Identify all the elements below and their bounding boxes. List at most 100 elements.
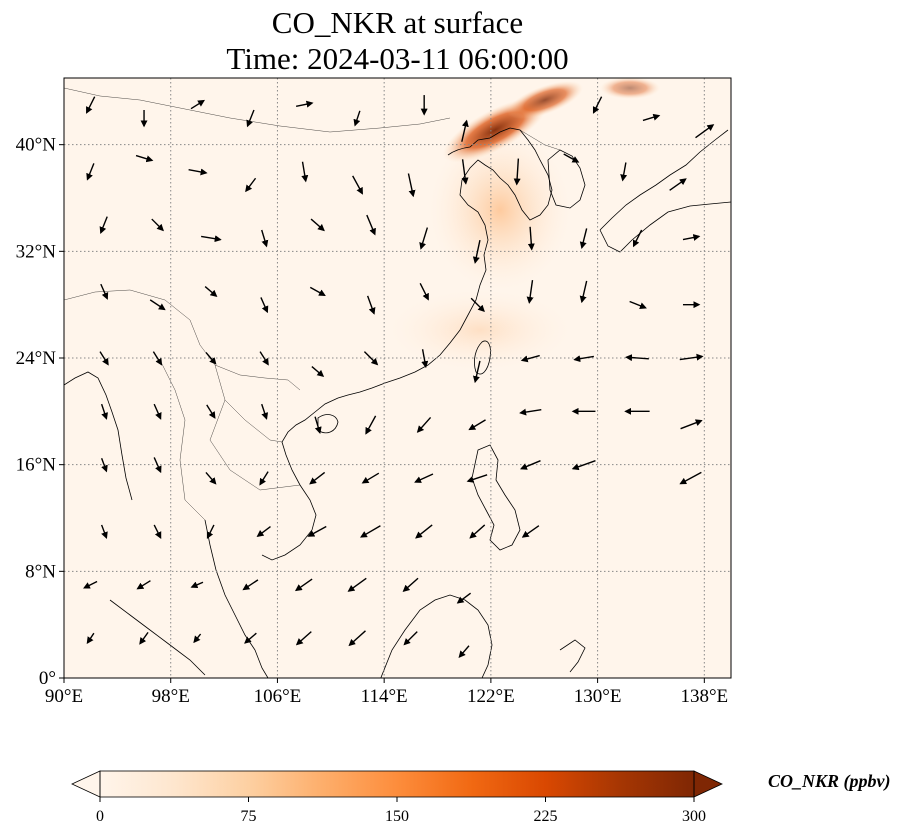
wind-arrow: [363, 351, 379, 366]
wind-arrow: [301, 161, 309, 183]
wind-arrow: [419, 283, 429, 301]
wind-arrow: [513, 158, 521, 186]
wind-arrow: [366, 295, 376, 315]
wind-arrow: [527, 226, 535, 251]
coastline-sulawesi: [559, 639, 586, 673]
coastline-korea: [547, 149, 586, 209]
wind-arrow: [352, 175, 363, 195]
wind-arrow: [83, 580, 98, 589]
lat-tick-label: 40°N: [16, 135, 57, 156]
wind-arrow: [309, 286, 326, 297]
colorbar-title: CO_NKR (ppbv): [768, 771, 891, 791]
lat-tick-label: 8°N: [25, 561, 56, 582]
wind-arrow: [348, 630, 366, 647]
wind-arrow: [190, 99, 205, 110]
wind-arrow: [246, 109, 255, 128]
wind-arrow: [139, 631, 149, 645]
wind-arrow: [365, 415, 377, 435]
wind-arrow: [679, 471, 702, 485]
map-time: Time: 2024-03-11 06:00:00: [226, 41, 569, 76]
wind-arrow: [294, 578, 313, 592]
wind-arrow: [520, 354, 540, 363]
wind-arrow: [135, 154, 154, 163]
wind-arrow: [469, 524, 486, 539]
border-china-mongolia: [64, 87, 451, 133]
coastlines: [64, 127, 731, 678]
border-indochina: [159, 359, 301, 521]
wind-arrow: [632, 229, 643, 248]
lat-tick-label: 32°N: [16, 241, 57, 262]
wind-arrow: [153, 457, 162, 474]
wind-arrow: [592, 96, 603, 114]
wind-arrow: [470, 297, 485, 313]
coastline-mainland-china: [261, 127, 553, 561]
colorbar-extend-low: [71, 770, 101, 798]
wind-arrow: [419, 227, 429, 250]
wind-arrow: [571, 460, 596, 471]
wind-arrow: [188, 168, 208, 176]
wind-arrow: [620, 162, 628, 182]
wind-arrow: [261, 229, 269, 248]
wind-arrow: [472, 239, 481, 264]
lat-tick-label: 24°N: [16, 348, 57, 369]
wind-arrow: [100, 283, 109, 300]
wind-arrow: [151, 218, 164, 232]
wind-vectors: [83, 95, 715, 658]
wind-arrow: [242, 579, 259, 591]
coastline-philippines: [471, 444, 521, 551]
wind-arrow: [86, 163, 95, 181]
coastline-hainan: [317, 414, 339, 434]
wind-arrow: [353, 110, 361, 127]
lat-tick-label: 16°N: [16, 455, 57, 476]
lon-tick-label: 98°E: [152, 686, 190, 707]
wind-arrow: [205, 471, 217, 485]
wind-arrow: [625, 354, 649, 362]
wind-arrow: [309, 471, 326, 485]
wind-arrow: [152, 351, 163, 366]
map-frame: [63, 77, 732, 679]
wind-arrow: [153, 524, 162, 539]
wind-arrow: [403, 631, 418, 646]
wind-arrow: [99, 351, 109, 366]
colorbar-tick-label: 300: [682, 808, 706, 825]
wind-arrow: [100, 524, 108, 540]
wind-arrow: [204, 286, 218, 298]
wind-arrow: [360, 525, 381, 538]
wind-arrow: [86, 96, 96, 114]
co-concentration-field: [390, 78, 660, 370]
lon-tick-label: 138°E: [680, 686, 728, 707]
latitude-axis: 0° 8°N 16°N 24°N 32°N 40°N: [16, 135, 64, 689]
wind-arrow: [347, 577, 367, 592]
wind-arrow: [259, 471, 269, 486]
wind-arrow: [579, 280, 588, 304]
wind-arrow: [100, 458, 108, 473]
wind-arrow: [261, 403, 269, 420]
wind-arrow: [361, 472, 380, 484]
longitude-axis: 90°E 98°E 106°E 114°E 122°E 130°E 138°E: [45, 678, 728, 707]
colorbar-gradient: [100, 771, 694, 797]
coastline-sumatra: [109, 599, 206, 676]
colorbar-extend-high: [693, 770, 723, 798]
coastline-japan: [599, 129, 731, 253]
wind-arrow: [153, 403, 162, 420]
coastline-malay-peninsula: [204, 519, 269, 678]
wind-arrow: [695, 124, 715, 139]
wind-arrow: [402, 577, 419, 592]
wind-arrow: [136, 580, 151, 590]
wind-arrow: [205, 351, 217, 365]
wind-arrow: [461, 159, 469, 185]
wind-arrow: [100, 403, 108, 420]
colorbar: 0 75 150 225 300: [71, 770, 723, 825]
wind-arrow: [245, 177, 257, 193]
wind-arrow: [206, 404, 216, 419]
wind-arrow: [244, 632, 257, 644]
wind-arrow: [563, 153, 580, 163]
lat-tick-label: 0°: [39, 668, 56, 689]
colorbar-tick-label: 0: [96, 808, 104, 825]
wind-arrow: [295, 100, 314, 108]
wind-arrow: [669, 178, 687, 191]
wind-arrow: [521, 525, 540, 538]
wind-arrow: [206, 524, 215, 539]
coastline-bay-of-bengal: [64, 371, 133, 501]
lon-tick-label: 106°E: [254, 686, 302, 707]
